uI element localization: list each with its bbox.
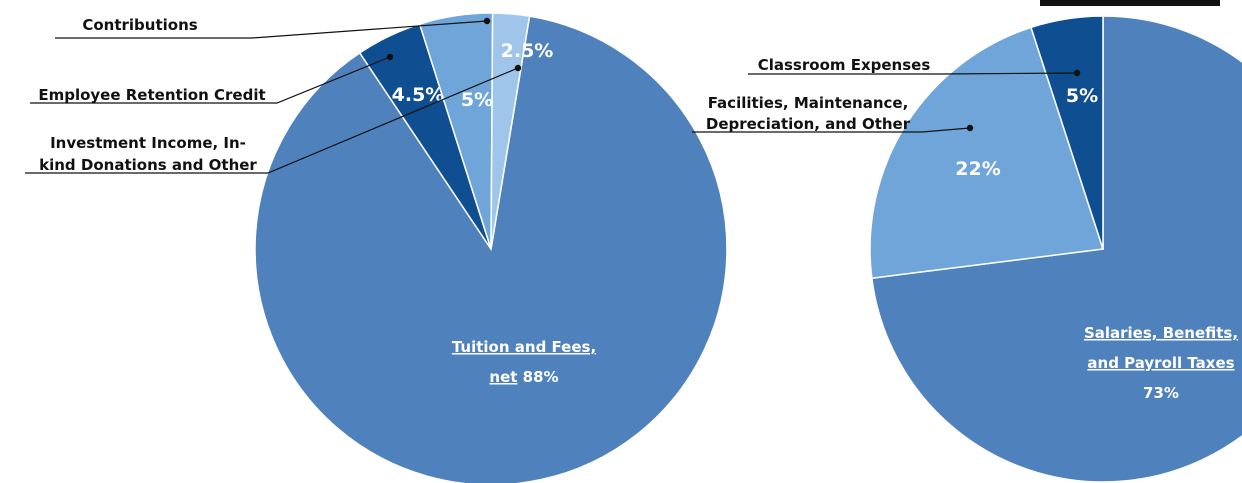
slice-category-label-tuition-and-fees-net: net 88% bbox=[489, 368, 558, 386]
pie-slice-classroom-expenses bbox=[1030, 15, 1104, 250]
slice-category-label-investment-income-in-kind-donations-and-other: kind Donations and Other bbox=[39, 156, 257, 174]
leader-dot-classroom-expenses bbox=[1073, 69, 1081, 77]
pie-slice-investment-income-in-kind-donations-and-other bbox=[490, 12, 531, 250]
slice-value-label-salaries-benefits-and-payroll-taxes: 73% bbox=[1143, 384, 1179, 402]
slice-value-label-contributions: 5% bbox=[461, 89, 493, 111]
slice-category-label-tuition-and-fees-net: Tuition and Fees, bbox=[452, 338, 596, 356]
slice-category-label-facilities-maintenance-depreciation-and-other: Facilities, Maintenance, bbox=[708, 94, 909, 112]
leader-line-employee-retention-credit bbox=[30, 56, 391, 104]
pie-slice-salaries-benefits-and-payroll-taxes bbox=[870, 15, 1242, 483]
revenue-pie: 4.5% 5% 2.5% Employee Retention Credit Contr… bbox=[25, 12, 728, 483]
leader-dot-contributions bbox=[483, 17, 491, 25]
slice-category-label-classroom-expenses: Classroom Expenses bbox=[758, 56, 931, 74]
expenses-pie: 22% 5% Facilities, Maintenance, Depreciatio… bbox=[692, 15, 1242, 483]
leader-line-contributions bbox=[55, 20, 488, 39]
slice-category-label-investment-income-in-kind-donations-and-other: Investment Income, In- bbox=[50, 134, 246, 152]
slice-value-label-employee-retention-credit: 4.5% bbox=[392, 84, 445, 106]
pie-slice-facilities-maintenance-depreciation-and-other bbox=[869, 26, 1104, 280]
slice-category-label-salaries-benefits-and-payroll-taxes: Salaries, Benefits, bbox=[1084, 324, 1238, 342]
leader-dot-investment-income-in-kind-donations-and-other bbox=[514, 64, 522, 72]
leader-line-classroom-expenses bbox=[748, 72, 1078, 75]
slice-category-label-employee-retention-credit: Employee Retention Credit bbox=[38, 86, 265, 104]
slice-category-label-facilities-maintenance-depreciation-and-other: Depreciation, and Other bbox=[706, 115, 911, 133]
leader-dot-facilities-maintenance-depreciation-and-other bbox=[966, 124, 974, 132]
cropped-heading-fragment bbox=[1040, 0, 1220, 6]
leader-line-investment-income-in-kind-donations-and-other bbox=[25, 67, 519, 174]
leader-dot-employee-retention-credit bbox=[386, 53, 394, 61]
slice-value-label-classroom-expenses: 5% bbox=[1066, 85, 1098, 107]
slice-value-label-facilities-maintenance-depreciation-and-other: 22% bbox=[955, 158, 1000, 180]
leader-line-facilities-maintenance-depreciation-and-other bbox=[692, 127, 971, 133]
pie-slice-tuition-and-fees-net bbox=[254, 15, 728, 483]
slice-category-label-contributions: Contributions bbox=[82, 16, 197, 34]
slice-category-label-salaries-benefits-and-payroll-taxes: and Payroll Taxes bbox=[1087, 354, 1234, 372]
slice-value-label-investment-income-in-kind-donations-and-other: 2.5% bbox=[501, 40, 554, 62]
